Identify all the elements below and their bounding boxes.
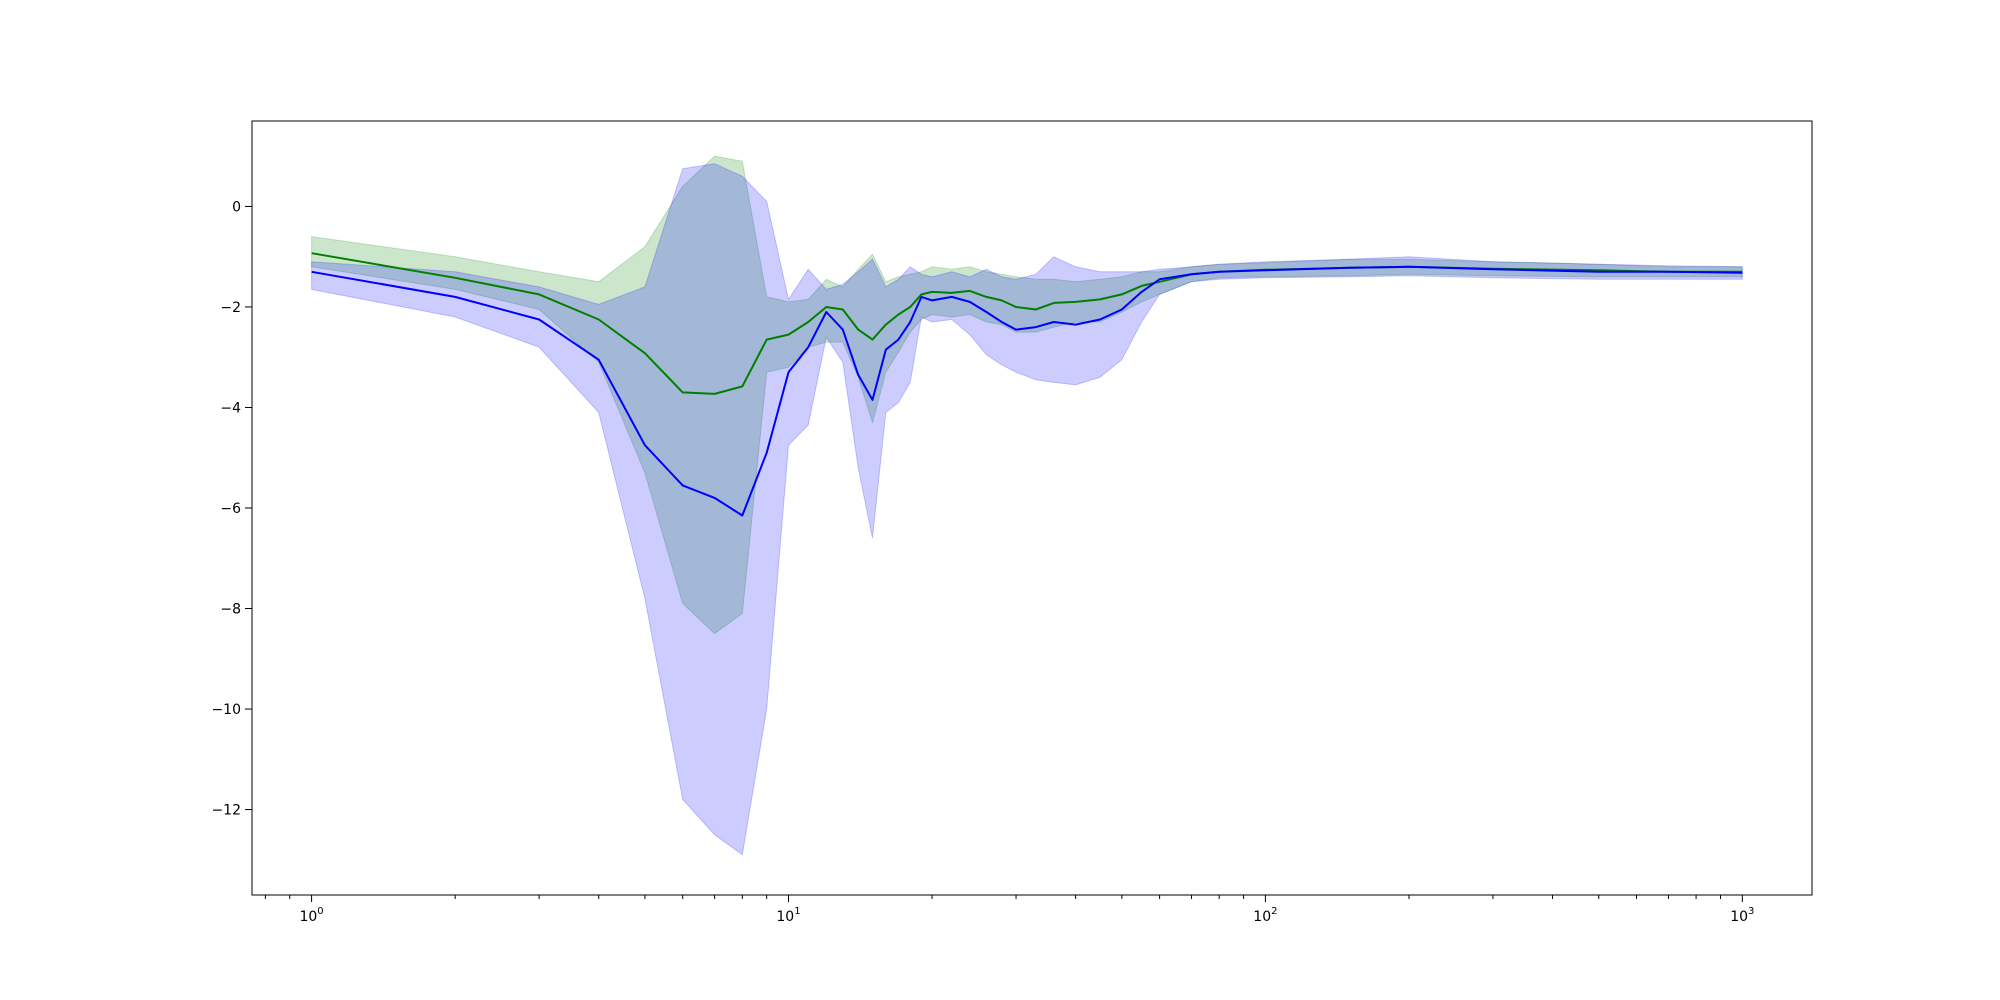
y-axis: 0 −2 −4 −6 −8 −10 −12 [211, 199, 252, 819]
x-tick-label: 101 [776, 906, 800, 925]
y-tick-label: −8 [220, 602, 241, 618]
x-tick-label: 103 [1730, 906, 1754, 925]
y-tick-label: −10 [211, 702, 241, 718]
series-0-band [311, 155, 1743, 635]
y-tick-label: −6 [220, 501, 241, 517]
y-tick-label: −4 [220, 400, 241, 416]
x-tick-label: 102 [1253, 906, 1277, 925]
y-tick-label: −2 [220, 300, 241, 316]
series-1-band [311, 163, 1743, 856]
series-lines [311, 252, 1743, 517]
x-tick-label: 100 [299, 906, 323, 925]
series-1-line [311, 265, 1743, 517]
y-tick-label: −12 [211, 803, 241, 819]
confidence-bands [311, 155, 1743, 856]
y-tick-label: 0 [232, 199, 241, 215]
x-axis: 100 101 102 103 [264, 895, 1754, 925]
